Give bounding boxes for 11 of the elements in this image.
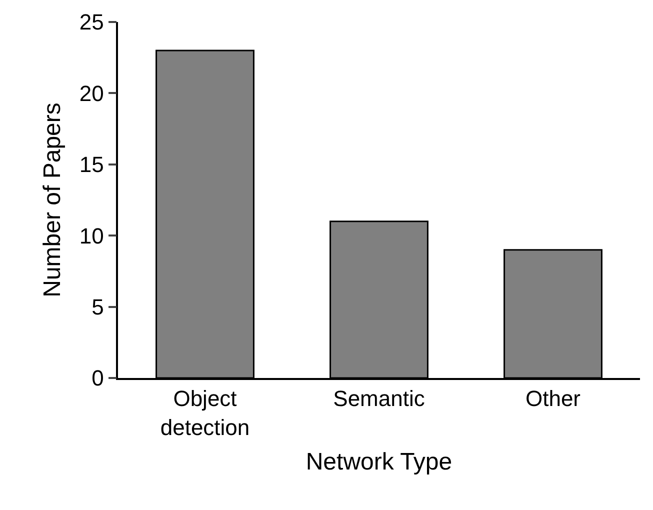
y-tick-label: 5: [92, 294, 104, 320]
y-axis-title: Number of Papers: [38, 102, 66, 298]
x-tick-label: Other: [525, 386, 581, 412]
x-tick-label: Semantic: [333, 386, 425, 412]
y-tick-label: 20: [79, 80, 104, 106]
y-tick-label: 10: [79, 223, 104, 248]
x-axis-title: Network Type: [306, 448, 452, 476]
y-tick-label: 15: [79, 152, 104, 178]
y-tick-label: 0: [92, 366, 104, 391]
x-tick-label: Object detection: [160, 386, 250, 440]
y-tick-label: 25: [79, 10, 104, 35]
